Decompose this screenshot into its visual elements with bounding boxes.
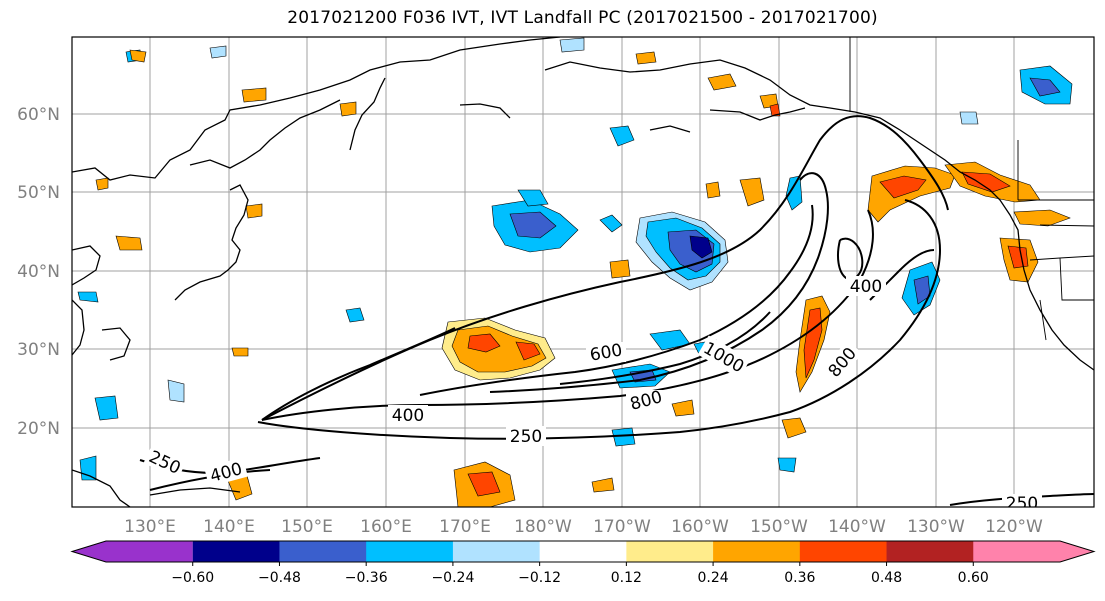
negative-anomaly-patches — [77, 37, 1073, 481]
contour-800 — [489, 172, 829, 393]
colorbar-tick-label: 0.48 — [871, 570, 902, 586]
lon-label: 150°W — [750, 517, 808, 537]
lon-label: 130°W — [907, 517, 965, 537]
colorbar-segment — [713, 541, 801, 562]
colorbar-segment — [279, 541, 367, 562]
lon-label: 180°W — [514, 517, 572, 537]
lat-label-60n: 60°N — [17, 105, 60, 125]
colorbar-tick-label: 0.24 — [698, 570, 729, 586]
lon-label: 170°W — [593, 517, 651, 537]
lon-label: 160°E — [360, 517, 412, 537]
map-border — [71, 36, 1095, 508]
lon-label: 150°E — [281, 517, 333, 537]
lat-label-50n: 50°N — [17, 183, 60, 203]
colorbar-tick-label: −0.60 — [171, 570, 214, 586]
colorbar-segment — [366, 541, 454, 562]
colorbar-segment — [626, 541, 714, 562]
contour-se-250 — [949, 493, 1094, 506]
colorbar-segment — [192, 541, 280, 562]
colorbar-tick-label: −0.24 — [431, 570, 474, 586]
lon-label: 140°E — [203, 517, 255, 537]
colorbar: −0.60 −0.48 −0.36 −0.24 −0.12 0.12 0.24 0.36 0.4… — [70, 540, 1096, 586]
colorbar-tick-label: 0.60 — [958, 570, 989, 586]
contour-1000 — [559, 311, 771, 385]
lat-label-40n: 40°N — [17, 262, 60, 282]
contour-outer — [261, 115, 949, 421]
map-title: 2017021200 F036 IVT, IVT Landfall PC (20… — [287, 8, 878, 28]
lon-label: 130°E — [124, 517, 176, 537]
colorbar-segment — [72, 541, 193, 562]
colorbar-tick-label: −0.12 — [518, 570, 561, 586]
colorbar-segment — [799, 541, 888, 562]
colorbar-tick-label: 0.36 — [784, 570, 815, 586]
longitude-labels: 130°E 140°E 150°E 160°E 170°E 180°W 170°… — [124, 517, 1043, 537]
latitude-labels: 60°N 50°N 40°N 30°N 20°N — [17, 105, 60, 439]
colorbar-segment — [539, 541, 627, 562]
lon-label: 140°W — [828, 517, 886, 537]
contour-label: 400 — [392, 406, 424, 426]
contour-250 — [257, 199, 942, 440]
contour-label: 400 — [850, 277, 882, 297]
contour-label: 250 — [510, 427, 542, 447]
contour-label: 250 — [1006, 494, 1038, 514]
lon-label: 160°W — [671, 517, 729, 537]
colorbar-tick-label: −0.48 — [258, 570, 301, 586]
contour-600 — [419, 204, 814, 396]
contour-labels: 600 1000 800 400 250 800 400 250 400 250 — [143, 276, 1042, 514]
political-boundaries — [849, 37, 1094, 341]
contour-inner-east — [837, 237, 864, 280]
lon-label: 170°E — [439, 517, 491, 537]
colorbar-segment — [886, 541, 974, 562]
lat-label-20n: 20°N — [17, 419, 60, 439]
lon-label: 120°W — [985, 517, 1043, 537]
colorbar-tick-label: 0.12 — [611, 570, 642, 586]
lat-label-30n: 30°N — [17, 340, 60, 360]
coastlines — [72, 37, 1094, 507]
colorbar-outline — [70, 540, 1096, 563]
colorbar-segment — [452, 541, 541, 562]
colorbar-segment — [973, 541, 1094, 562]
colorbar-tick-label: −0.36 — [345, 570, 388, 586]
